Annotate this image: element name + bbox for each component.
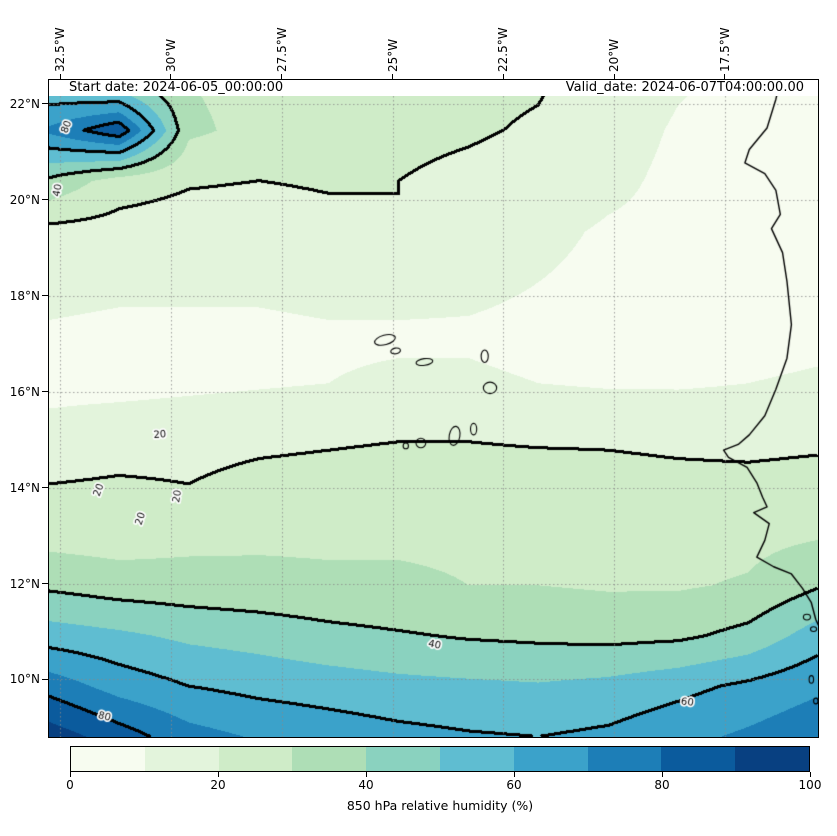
colorbar-segment [71,747,145,771]
colorbar-tick-mark [809,772,811,777]
colorbar-tick-mark [217,772,219,777]
colorbar-tick-mark [365,772,367,777]
colorbar-tick-label: 100 [798,778,822,792]
colorbar-segment [366,747,440,771]
x-tick-label: 30°W [163,38,178,72]
start-date-label: Start date: 2024-06-05_00:00:00 [69,80,284,95]
colorbar [70,746,810,772]
x-tick-label: 22.5°W [496,27,511,72]
y-tick-label: 20°N [9,192,40,207]
colorbar-tick-mark [513,772,515,777]
colorbar-tick-mark [661,772,663,777]
colorbar-tick-label: 0 [66,778,74,792]
colorbar-segment [439,747,514,771]
y-tick-label: 12°N [9,576,40,591]
colorbar-tick-label: 20 [210,778,226,792]
colorbar-segment [292,747,367,771]
colorbar-tick-mark [69,772,71,777]
colorbar-segment [513,747,588,771]
map-plot: Start date: 2024-06-05_00:00:00 Valid_da… [48,79,819,738]
humidity-contour-canvas [49,80,818,737]
colorbar-segment [144,747,219,771]
colorbar-segment [587,747,662,771]
colorbar-tick-label: 80 [654,778,670,792]
valid-date-label: Valid_date: 2024-06-07T04:00:00.00 [565,80,804,95]
x-tick-label: 20°W [607,38,622,72]
colorbar-tick-label: 40 [358,778,374,792]
x-tick-label: 25°W [385,38,400,72]
title-strip: Start date: 2024-06-05_00:00:00 Valid_da… [49,80,818,96]
y-tick-label: 10°N [9,672,40,687]
x-tick-label: 17.5°W [717,27,732,72]
colorbar-tick-label: 60 [506,778,522,792]
colorbar-segment [661,747,736,771]
colorbar-segment [218,747,293,771]
x-tick-label: 32.5°W [53,27,68,72]
y-tick-label: 14°N [9,480,40,495]
y-tick-label: 18°N [9,288,40,303]
y-tick-label: 16°N [9,384,40,399]
y-tick-label: 22°N [9,96,40,111]
x-tick-label: 27.5°W [274,27,289,72]
colorbar-segment [735,747,809,771]
colorbar-label: 850 hPa relative humidity (%) [346,798,534,813]
